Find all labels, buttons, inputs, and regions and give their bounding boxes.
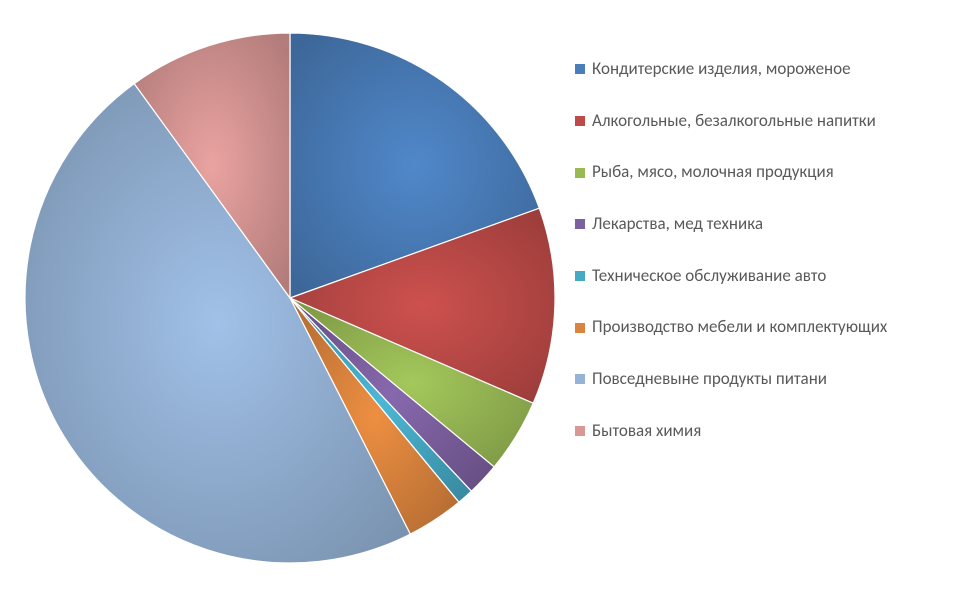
legend-label: Повседневыне продукты питани	[592, 370, 827, 389]
legend-label: Производство мебели и комплектующих	[592, 318, 887, 337]
legend-swatch	[575, 116, 585, 126]
legend-swatch	[575, 374, 585, 384]
legend-label: Лекарства, мед техника	[592, 215, 763, 234]
pie-chart-container: Кондитерские изделия, мороженое Алкогольн…	[0, 0, 954, 598]
legend-swatch	[575, 426, 585, 436]
legend-swatch	[575, 219, 585, 229]
legend-item: Кондитерские изделия, мороженое	[575, 60, 887, 79]
legend-label: Бытовая химия	[592, 422, 701, 441]
legend-label: Техническое обслуживание авто	[592, 267, 826, 286]
legend-swatch	[575, 168, 585, 178]
legend-swatch	[575, 64, 585, 74]
legend-swatch	[575, 323, 585, 333]
legend-label: Кондитерские изделия, мороженое	[592, 60, 851, 79]
legend-item: Производство мебели и комплектующих	[575, 318, 887, 337]
legend-item: Рыба, мясо, молочная продукция	[575, 163, 887, 182]
legend-label: Рыба, мясо, молочная продукция	[592, 163, 834, 182]
legend-item: Техническое обслуживание авто	[575, 267, 887, 286]
legend-label: Алкогольные, безалкогольные напитки	[592, 112, 876, 131]
pie-chart	[20, 28, 560, 568]
legend-item: Лекарства, мед техника	[575, 215, 887, 234]
legend-item: Повседневыне продукты питани	[575, 370, 887, 389]
legend-item: Бытовая химия	[575, 422, 887, 441]
legend-swatch	[575, 271, 585, 281]
legend-item: Алкогольные, безалкогольные напитки	[575, 112, 887, 131]
chart-legend: Кондитерские изделия, мороженое Алкогольн…	[575, 60, 887, 474]
